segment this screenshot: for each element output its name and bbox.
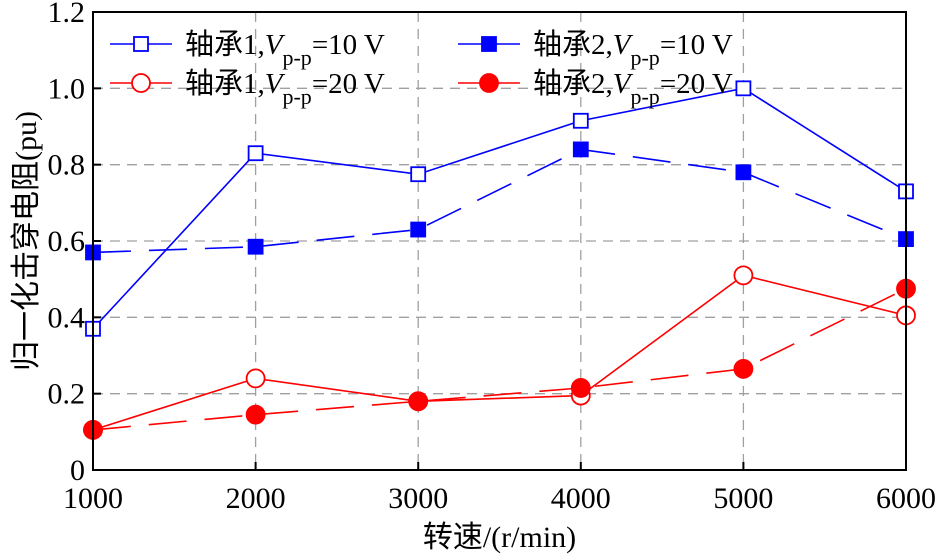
y-tick-label: 1.0 bbox=[48, 72, 86, 105]
series-line bbox=[92, 274, 907, 431]
series-group bbox=[83, 278, 916, 440]
series-line bbox=[92, 287, 907, 431]
series-line bbox=[92, 87, 907, 330]
legend-label: 轴承2,Vp-p=10 V bbox=[533, 28, 733, 70]
data-point bbox=[408, 391, 429, 412]
legend-marker bbox=[479, 73, 499, 93]
x-tick-label: 1000 bbox=[63, 482, 123, 515]
data-point bbox=[410, 166, 427, 183]
legend-entry: 轴承1,Vp-p=10 V bbox=[110, 28, 385, 70]
x-tick-label: 2000 bbox=[226, 482, 286, 515]
legend-marker bbox=[133, 36, 149, 52]
series-line bbox=[92, 148, 907, 254]
legend-entry: 轴承1,Vp-p=20 V bbox=[110, 67, 385, 109]
series-group bbox=[85, 141, 914, 261]
data-point bbox=[410, 221, 427, 238]
y-tick-label: 0.6 bbox=[48, 225, 86, 258]
legend-label: 轴承1,Vp-p=10 V bbox=[185, 28, 385, 70]
y-tick-label: 0.2 bbox=[48, 378, 86, 411]
data-point bbox=[245, 368, 266, 389]
data-point bbox=[733, 265, 754, 286]
data-point bbox=[570, 378, 591, 398]
data-point bbox=[572, 141, 589, 158]
axis-ticks: 1000 2000 3000 4000 5000 6000 0 0.2 0.4 0.6 0.8 1.0… bbox=[48, 0, 937, 515]
series-group bbox=[83, 265, 916, 440]
legend-entry: 轴承2,Vp-p=20 V bbox=[458, 67, 733, 109]
y-tick-label: 1.2 bbox=[48, 0, 86, 29]
legend-label: 轴承2,Vp-p=20 V bbox=[533, 67, 733, 109]
series-group bbox=[85, 80, 914, 337]
y-tick-label: 0 bbox=[70, 454, 85, 487]
legend-entry: 轴承2,Vp-p=10 V bbox=[458, 28, 733, 70]
data-point bbox=[572, 112, 589, 129]
legend-marker bbox=[131, 73, 151, 93]
data-point bbox=[733, 358, 754, 379]
plot-area bbox=[83, 80, 916, 440]
data-point bbox=[735, 164, 752, 181]
data-point bbox=[735, 80, 752, 97]
data-point bbox=[247, 238, 264, 255]
y-tick-label: 0.4 bbox=[48, 301, 86, 334]
legend-label: 轴承1,Vp-p=20 V bbox=[185, 67, 385, 109]
data-point bbox=[247, 145, 264, 162]
x-tick-label: 5000 bbox=[713, 482, 773, 515]
legend: 轴承1,Vp-p=10 V 轴承2,Vp-p=10 V 轴承1,Vp-p=20 V 轴… bbox=[110, 28, 733, 109]
x-tick-label: 3000 bbox=[388, 482, 448, 515]
x-axis-title: 转速/(r/min) bbox=[423, 521, 576, 554]
y-axis-title: 归一化击穿电阻(pu) bbox=[10, 111, 43, 371]
x-tick-label: 4000 bbox=[551, 482, 611, 515]
x-tick-label: 6000 bbox=[876, 482, 936, 515]
data-point bbox=[245, 404, 266, 425]
y-tick-label: 0.8 bbox=[48, 149, 86, 182]
legend-marker bbox=[481, 36, 497, 52]
